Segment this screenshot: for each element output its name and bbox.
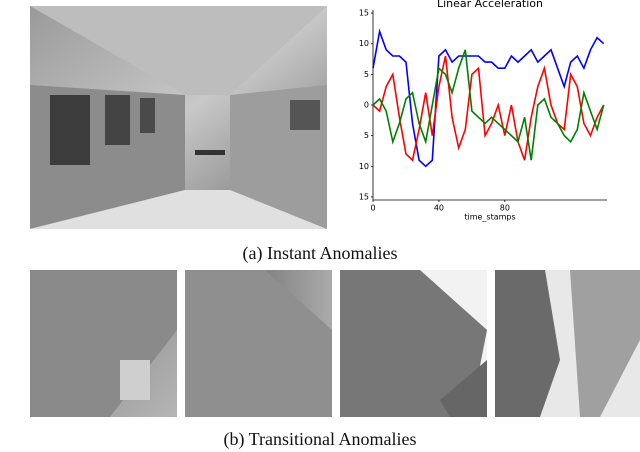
transition-image [495,270,640,417]
y-tick-label: 5 [364,70,369,79]
x-axis-label: time_stamps [464,213,515,222]
x-tick-label: 0 [370,204,375,213]
data-line [372,49,605,161]
x-tick-label: 40 [434,204,444,213]
transition-image [185,270,332,417]
y-tick-label: 15 [359,9,369,18]
y-tick-label: 0 [364,101,369,110]
transition-image [30,270,177,417]
data-line [372,28,605,168]
y-tick-label: 10 [359,162,369,171]
caption: (b) Transitional Anomalies [223,429,417,449]
y-tick-label: 5 [364,131,369,140]
y-tick-label: 10 [359,39,369,48]
chart-title: Linear Acceleration [437,0,543,10]
data-line [372,55,605,162]
corridor-image [30,6,327,229]
x-tick-label: 80 [500,204,510,213]
caption: (a) Instant Anomalies [242,243,398,263]
y-tick-label: 15 [359,192,369,201]
transition-image [340,270,487,417]
chart: Linear Acceleration time_stamps 15 10 5 0 5 1… [359,0,607,222]
